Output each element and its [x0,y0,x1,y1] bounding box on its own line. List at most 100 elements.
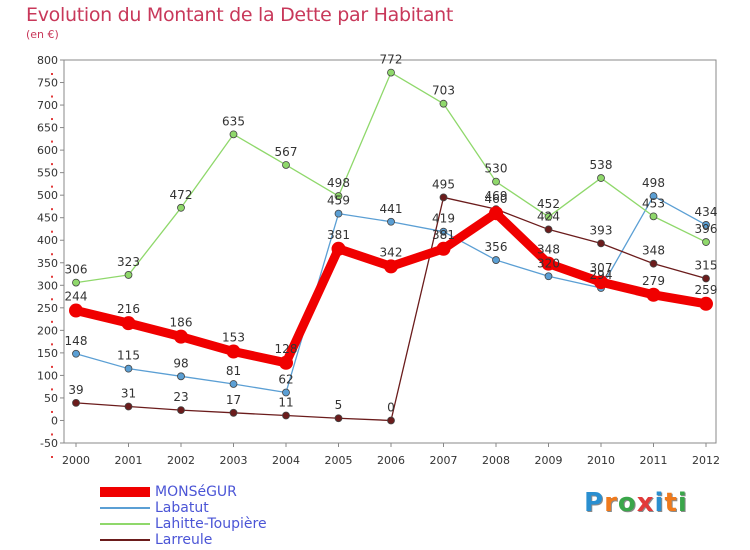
data-label: 348 [537,243,560,257]
data-point [541,256,556,271]
legend-label-lahitte-toupiere: Lahitte-Toupière [155,516,267,532]
data-label: 498 [327,176,350,190]
legend: MONSéGUR Labatut Lahitte-Toupière Larreu… [100,484,267,548]
data-point [649,259,658,268]
y-tick-label: 0 [51,414,58,427]
data-point [334,209,343,218]
data-label: 216 [117,302,140,316]
data-point [282,388,290,397]
x-tick-label: 2009 [535,454,563,467]
legend-label-labatut: Labatut [155,500,209,516]
x-tick-label: 2011 [640,454,668,467]
data-point [439,227,448,236]
data-point [702,238,710,246]
legend-item-labatut: Labatut [100,500,267,516]
data-label: 530 [485,162,508,176]
y-tick-label: 300 [37,279,58,292]
y-tick-label: 100 [37,369,58,382]
y-tick-label: 750 [37,77,58,90]
data-point [597,239,605,248]
data-label: 153 [222,331,245,345]
data-label: 323 [117,255,140,269]
data-point [69,303,83,318]
data-point [177,372,185,381]
data-label: 244 [65,290,88,304]
data-point [436,241,451,256]
data-point [597,174,605,182]
chart-subtitle: (en €) [26,28,59,41]
data-point [334,192,343,200]
data-point [702,274,710,283]
legend-item-monsegur: MONSéGUR [100,484,267,500]
logo-letter: i [677,488,688,518]
x-tick-label: 2010 [587,454,615,467]
y-tick-label: 350 [37,257,58,270]
data-label: 39 [68,383,83,397]
data-point [124,402,133,411]
data-point [72,398,80,407]
data-point [72,278,80,287]
data-label: 279 [642,274,665,288]
data-label: 434 [695,205,718,219]
data-label: 356 [485,240,508,254]
data-label: 703 [432,84,455,98]
data-label: 381 [327,228,350,242]
legend-label-monsegur: MONSéGUR [155,484,237,500]
data-point [124,271,133,279]
data-label: 342 [380,245,403,259]
data-point [702,221,710,229]
data-point [489,206,503,221]
data-label: 186 [170,316,193,330]
data-point [544,225,553,234]
data-point [229,408,238,417]
x-tick-label: 2005 [325,454,353,467]
data-label: 315 [695,259,718,273]
logo-letter: P [584,488,605,518]
y-tick-label: 650 [37,122,58,135]
data-point [646,287,661,302]
data-label: 62 [278,373,293,387]
legend-item-lahitte-toupiere: Lahitte-Toupière [100,516,267,532]
data-point [282,161,290,169]
x-tick-label: 2003 [220,454,248,467]
x-tick-label: 2002 [167,454,195,467]
y-tick-label: 400 [37,234,58,247]
x-tick-label: 2012 [692,454,720,467]
data-point [699,296,713,311]
logo-letter: r [604,488,618,518]
data-point [174,329,188,344]
data-label: 23 [173,390,188,404]
data-point [544,212,553,221]
data-label: 307 [590,261,613,275]
data-label: 348 [642,244,665,258]
data-label: 635 [222,114,245,128]
data-label: 567 [275,145,298,159]
data-point [649,212,658,221]
data-point [439,193,448,202]
data-label: 381 [432,228,455,242]
series-points [69,68,713,425]
data-point [544,272,553,281]
data-label: 259 [695,283,718,297]
legend-swatch-lahitte-toupiere [100,523,150,525]
logo-letter: i [654,488,665,518]
legend-swatch-monsegur [100,487,150,497]
y-tick-label: 450 [37,212,58,225]
data-point [334,414,343,423]
data-label: 453 [642,196,665,210]
data-point [387,416,395,425]
data-point [72,349,80,358]
data-label: 98 [173,356,188,370]
data-label: 459 [327,194,350,208]
data-point [121,316,136,331]
data-label: 452 [537,197,560,211]
legend-item-larreule: Larreule [100,532,267,548]
y-tick-label: 50 [44,392,58,405]
x-tick-label: 2008 [482,454,510,467]
x-tick-label: 2001 [115,454,143,467]
data-label: 0 [387,400,395,414]
data-label: 498 [642,176,665,190]
data-label: 11 [278,396,293,410]
x-tick-label: 2004 [272,454,300,467]
